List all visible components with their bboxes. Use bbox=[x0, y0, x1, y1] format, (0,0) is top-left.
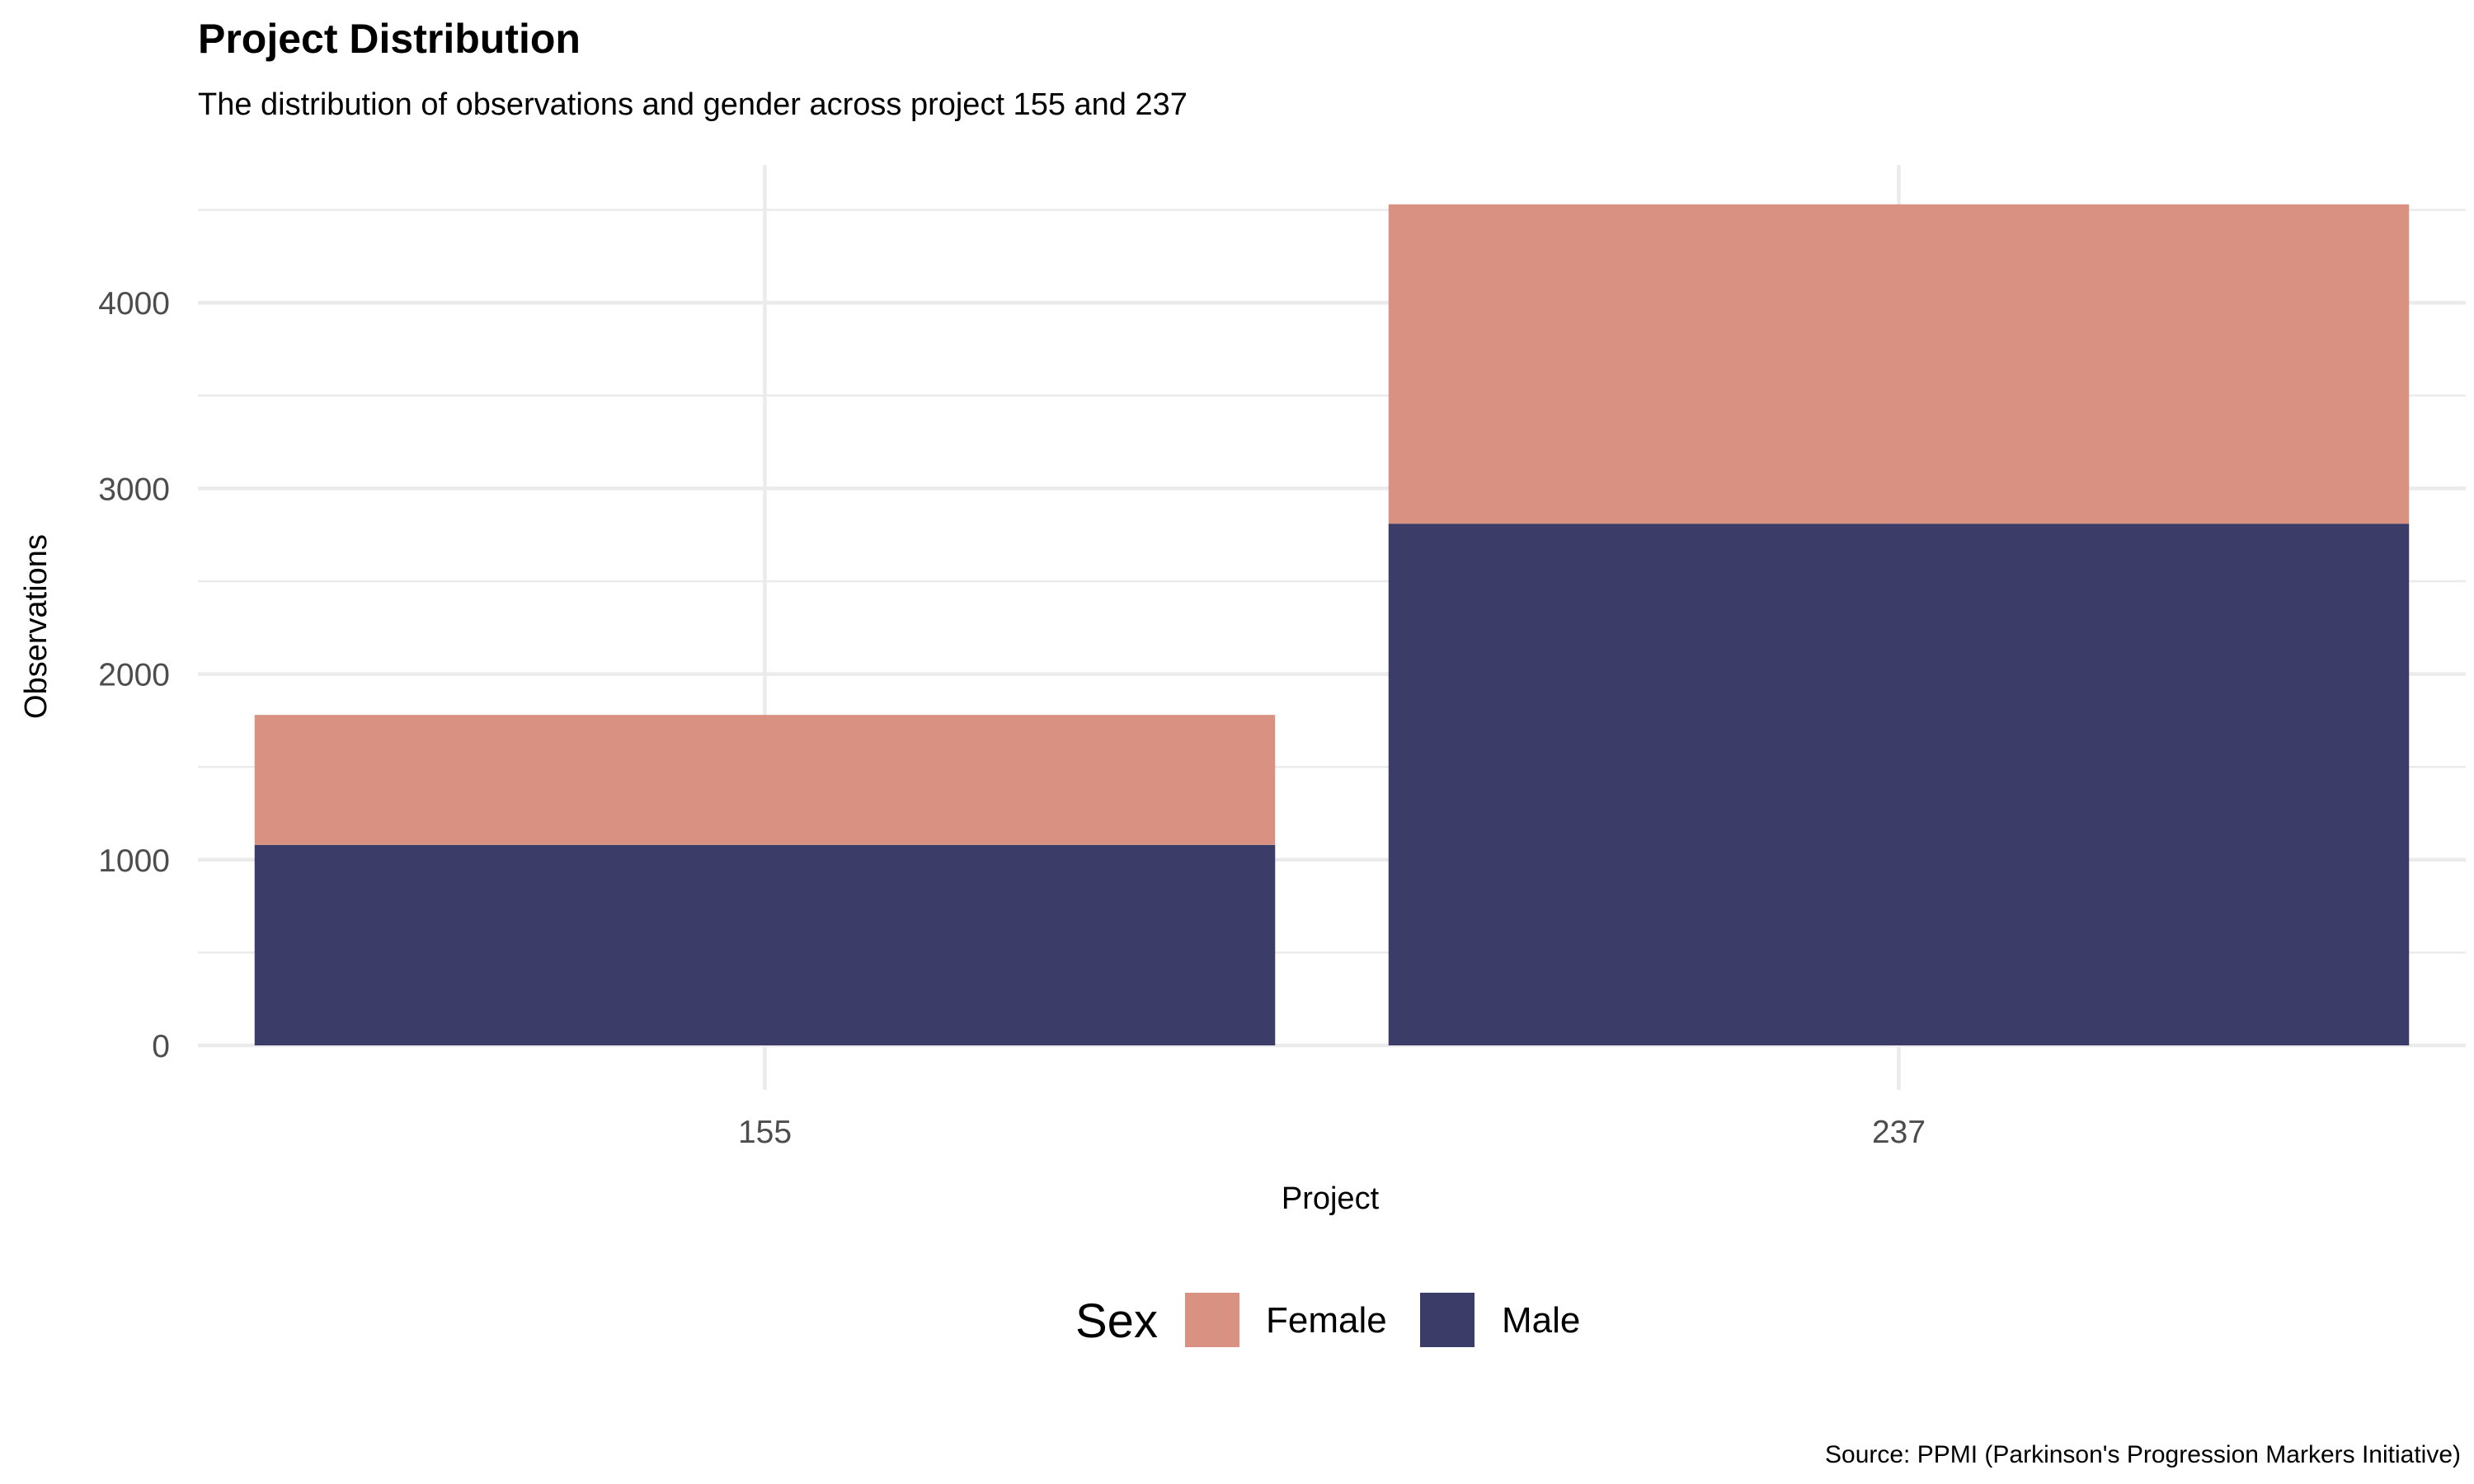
x-axis-ticks: 155 237 bbox=[738, 1115, 1926, 1150]
y-axis-ticks: 0 1000 2000 3000 4000 bbox=[98, 286, 170, 1064]
legend-title: Sex bbox=[1075, 1294, 1158, 1348]
y-tick-label: 1000 bbox=[98, 843, 170, 879]
bar-237-female bbox=[1388, 204, 2410, 524]
bars bbox=[254, 204, 2410, 1045]
y-tick-label: 0 bbox=[152, 1029, 170, 1064]
bar-237-male bbox=[1388, 524, 2410, 1045]
y-tick-label: 2000 bbox=[98, 658, 170, 693]
chart-subtitle: The distribution of observations and gen… bbox=[198, 87, 1188, 122]
legend-label-male: Male bbox=[1502, 1300, 1580, 1341]
bar-155-male bbox=[254, 844, 1276, 1045]
bar-155-female bbox=[254, 715, 1276, 845]
x-tick-label: 237 bbox=[1872, 1115, 1926, 1150]
y-tick-label: 3000 bbox=[98, 472, 170, 507]
legend-swatch-female bbox=[1185, 1293, 1239, 1347]
legend-label-female: Female bbox=[1266, 1300, 1387, 1341]
x-axis-title: Project bbox=[1282, 1181, 1380, 1216]
legend: Sex Female Male bbox=[1075, 1293, 1580, 1348]
chart-title: Project Distribution bbox=[198, 16, 581, 62]
caption: Source: PPMI (Parkinson's Progression Ma… bbox=[1825, 1441, 2461, 1468]
x-tick-label: 155 bbox=[738, 1115, 792, 1150]
y-tick-label: 4000 bbox=[98, 286, 170, 322]
y-axis-title: Observations bbox=[19, 534, 54, 719]
legend-swatch-male bbox=[1420, 1293, 1475, 1347]
